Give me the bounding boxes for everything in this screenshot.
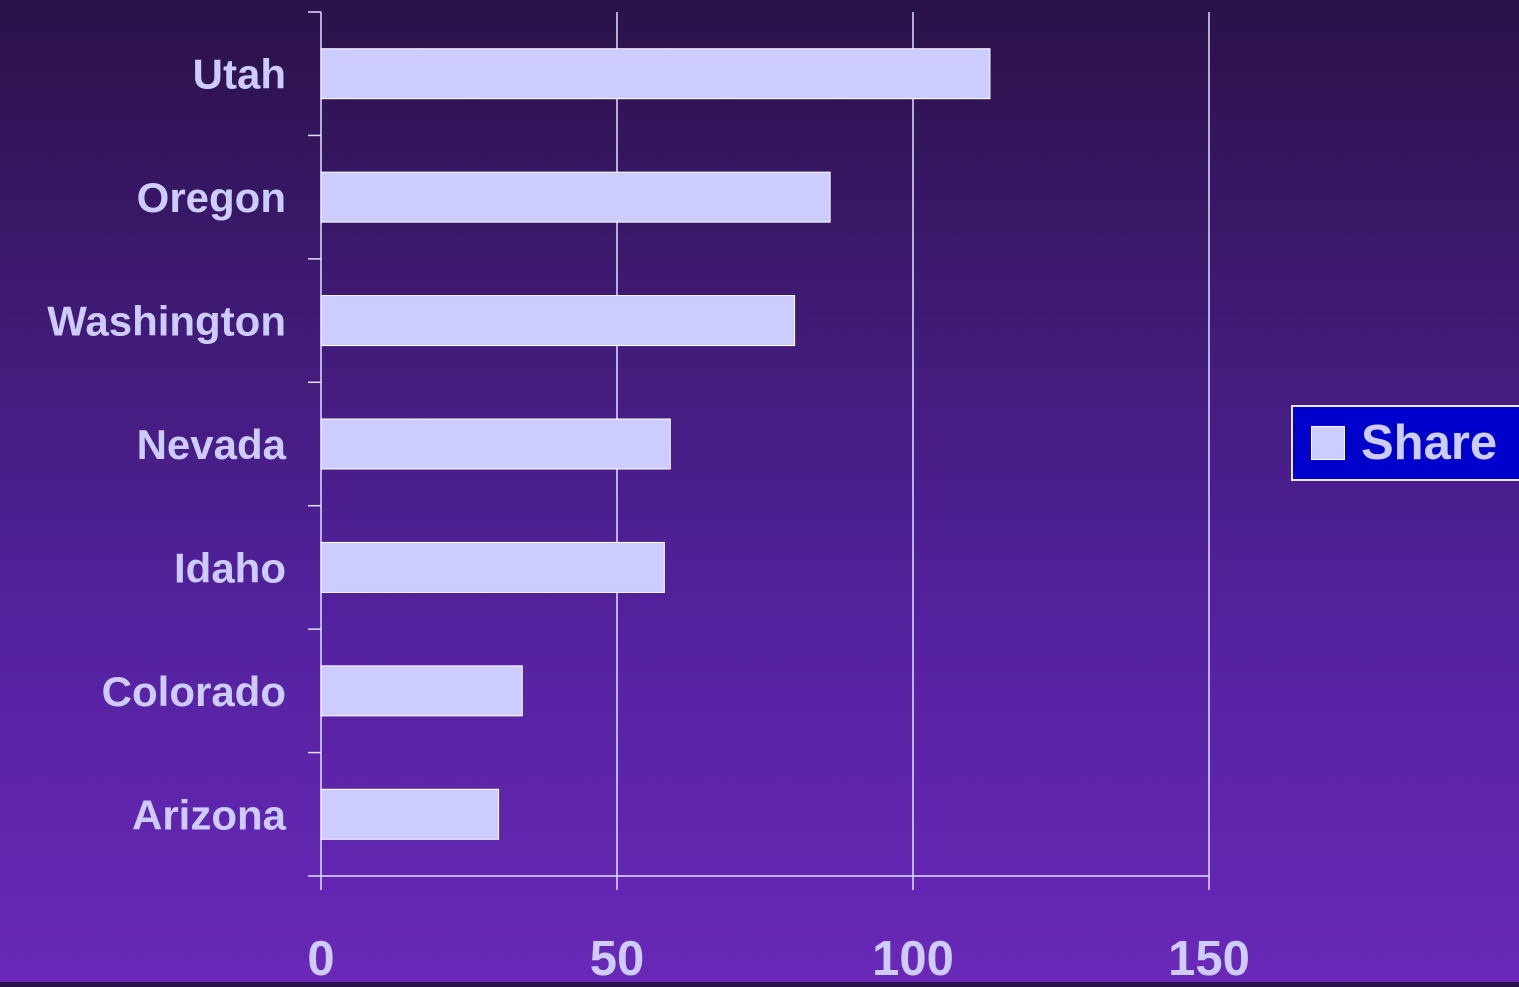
x-tick-label-3: 150 — [1168, 932, 1250, 982]
category-label-utah: Utah — [193, 51, 286, 98]
bar-colorado — [320, 665, 523, 717]
category-label-idaho: Idaho — [174, 544, 286, 591]
bar-arizona — [320, 788, 500, 840]
bar-oregon — [320, 171, 831, 223]
category-label-arizona: Arizona — [132, 791, 287, 838]
bar-utah — [320, 48, 991, 100]
category-label-oregon: Oregon — [137, 174, 286, 221]
legend: Share — [1291, 405, 1519, 481]
bar-nevada — [320, 418, 671, 470]
bar-washington — [320, 295, 796, 347]
bar-idaho — [320, 541, 665, 593]
x-tick-label-1: 50 — [590, 932, 645, 982]
category-label-nevada: Nevada — [137, 421, 287, 468]
x-tick-label-0: 0 — [307, 932, 334, 982]
category-label-colorado: Colorado — [102, 668, 286, 715]
legend-swatch — [1311, 426, 1345, 460]
x-tick-label-2: 100 — [872, 932, 954, 982]
category-label-washington: Washington — [47, 298, 286, 345]
legend-label-share: Share — [1361, 415, 1498, 470]
